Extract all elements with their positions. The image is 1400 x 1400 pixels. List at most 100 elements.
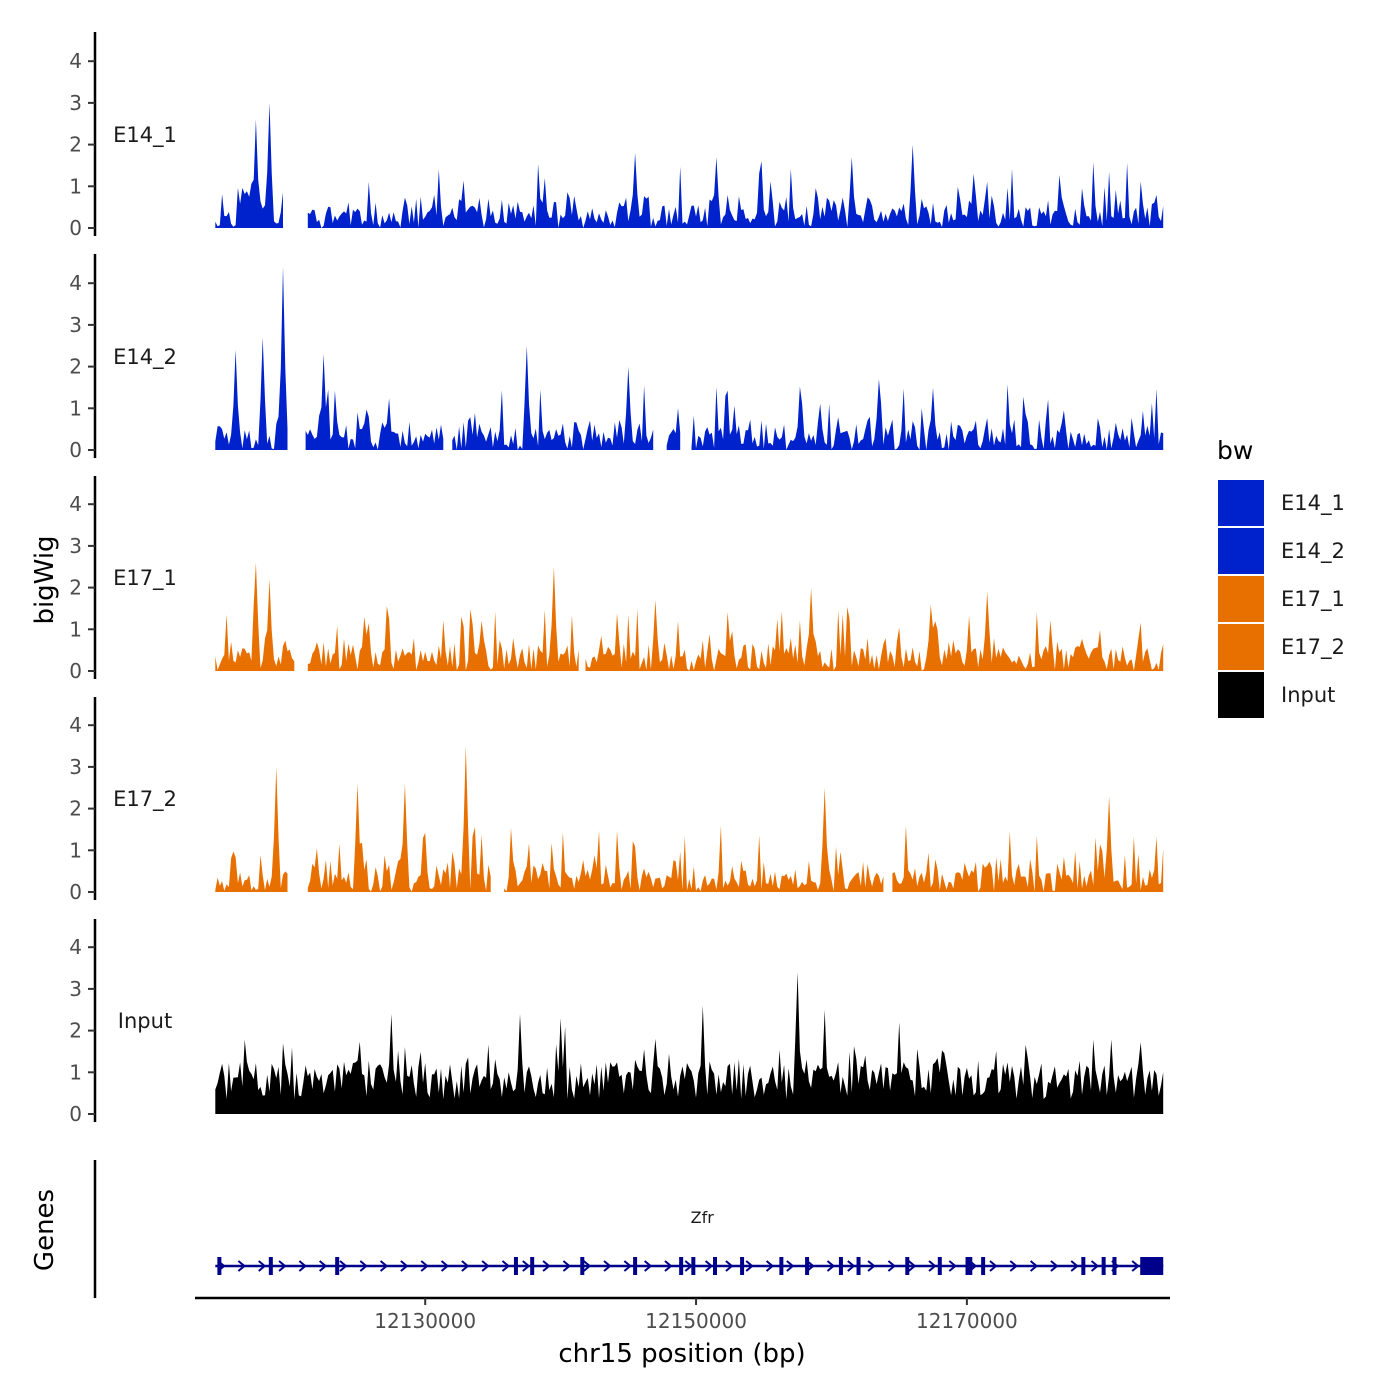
- strand-arrow: [1009, 1260, 1018, 1272]
- strand-arrow: [623, 1260, 632, 1272]
- strand-arrow: [847, 1260, 856, 1272]
- strand-arrow: [278, 1260, 287, 1272]
- gene-exon: [905, 1257, 910, 1275]
- gene-exon: [713, 1257, 717, 1275]
- legend-key-E14_2: [1218, 528, 1264, 574]
- strand-arrow: [440, 1260, 450, 1272]
- y-tick-label: 1: [69, 617, 82, 641]
- gene-exon: [530, 1257, 535, 1275]
- strand-arrow: [826, 1260, 836, 1272]
- gene-exon: [740, 1257, 745, 1275]
- track-E17_1: 0 1 2 3 4 E17_1: [69, 476, 1164, 683]
- y-tick-label: 4: [69, 271, 82, 295]
- y-tick-label: 0: [69, 216, 82, 240]
- y-tick-label: 0: [69, 1102, 82, 1126]
- gene-exon: [805, 1257, 810, 1275]
- strand-arrow: [745, 1260, 754, 1272]
- y-tick-label: 4: [69, 935, 82, 959]
- legend-key-E17_1: [1218, 576, 1264, 622]
- legend-key-E17_2: [1218, 624, 1264, 670]
- y-tick-label: 2: [69, 576, 82, 600]
- y-tick-label: 0: [69, 438, 82, 462]
- strand-arrow: [765, 1260, 775, 1272]
- legend-key-E14_1: [1218, 480, 1264, 526]
- legend-label-E17_1: E17_1: [1281, 587, 1345, 612]
- y-tick-label: 1: [69, 396, 82, 420]
- gene-exon: [1112, 1257, 1117, 1275]
- gene-exon: [1101, 1257, 1106, 1275]
- strand-arrow: [339, 1260, 348, 1272]
- gene-exon: [580, 1257, 585, 1275]
- strand-arrow: [258, 1260, 267, 1272]
- y-tick-label: 3: [69, 977, 82, 1001]
- track-E14_1: 0 1 2 3 4 E14_1: [69, 32, 1164, 240]
- track-label: E17_2: [113, 787, 177, 812]
- gene-exon: [679, 1257, 684, 1275]
- strand-arrow: [542, 1260, 551, 1272]
- y-tick-label: 2: [69, 355, 82, 379]
- y-tick-label: 2: [69, 797, 82, 821]
- gene-exon: [856, 1257, 861, 1275]
- y-tick-label: 3: [69, 91, 82, 115]
- strand-arrow: [948, 1260, 957, 1272]
- y-tick-label: 3: [69, 755, 82, 779]
- strand-arrow: [725, 1260, 734, 1272]
- strand-arrow: [603, 1260, 612, 1272]
- x-tick-label: 12130000: [374, 1309, 476, 1333]
- gene-exon: [838, 1257, 843, 1275]
- gene-exon-large: [965, 1257, 973, 1275]
- strand-arrow: [887, 1260, 896, 1272]
- strand-arrow: [704, 1260, 714, 1272]
- signal-area-E14_1: [215, 102, 1164, 228]
- track-label: E14_1: [113, 123, 177, 148]
- track-E14_2: 0 1 2 3 4 E14_2: [69, 254, 1164, 462]
- strand-arrow: [1070, 1260, 1079, 1272]
- legend-label-E17_2: E17_2: [1281, 635, 1345, 660]
- strand-arrow: [400, 1260, 409, 1272]
- strand-arrow: [420, 1260, 429, 1272]
- gene-name-label: Zfr: [691, 1208, 715, 1227]
- strand-arrow: [481, 1260, 490, 1272]
- legend-key-Input: [1218, 672, 1264, 718]
- strand-arrow: [664, 1260, 673, 1272]
- signal-area-Input: [215, 972, 1164, 1114]
- signal-area-E14_2: [215, 266, 1164, 450]
- strand-arrow: [319, 1260, 328, 1272]
- signal-area-E17_1: [215, 562, 1164, 671]
- y-tick-label: 0: [69, 880, 82, 904]
- strand-arrow: [908, 1260, 917, 1272]
- strand-arrow: [298, 1260, 307, 1272]
- legend-label-E14_1: E14_1: [1281, 491, 1345, 516]
- track-label: E17_1: [113, 566, 177, 591]
- strand-arrow: [684, 1260, 693, 1272]
- signal-area-E17_2: [215, 746, 1164, 892]
- strand-arrow: [461, 1260, 470, 1272]
- y-tick-label: 2: [69, 133, 82, 157]
- y-tick-label: 1: [69, 174, 82, 198]
- strand-arrow: [237, 1260, 246, 1272]
- x-axis: 12130000 12150000 12170000: [195, 1296, 1170, 1333]
- gene-track: Zfr: [93, 1160, 1164, 1298]
- track-label: Input: [118, 1009, 172, 1033]
- strand-arrow: [644, 1260, 653, 1272]
- x-tick-label: 12150000: [645, 1309, 747, 1333]
- strand-arrow: [583, 1260, 592, 1272]
- gene-exon: [633, 1257, 638, 1275]
- y-tick-label: 0: [69, 659, 82, 683]
- strand-arrow: [522, 1260, 531, 1272]
- gene-exon: [691, 1257, 696, 1275]
- strand-arrow: [501, 1260, 511, 1272]
- gene-exon: [268, 1257, 273, 1275]
- y-axis-title: bigWig: [30, 535, 60, 624]
- strand-arrow: [1131, 1260, 1140, 1272]
- y-tick-label: 2: [69, 1019, 82, 1043]
- x-tick-label: 12170000: [916, 1309, 1018, 1333]
- y-tick-label: 4: [69, 49, 82, 73]
- signal-tracks: 0 1 2 3 4 E14_1 0 1 2 3 4 E14_2 0 1 2 3 4 E17_1 0 1 2 3 4 E17_2…: [69, 32, 1164, 1126]
- strand-arrow: [1029, 1260, 1039, 1272]
- gene-exon: [217, 1257, 222, 1275]
- strand-arrow: [359, 1260, 368, 1272]
- legend: bw E14_1 E14_2 E17_1 E17_2 Input: [1217, 436, 1345, 718]
- legend-title: bw: [1217, 436, 1253, 465]
